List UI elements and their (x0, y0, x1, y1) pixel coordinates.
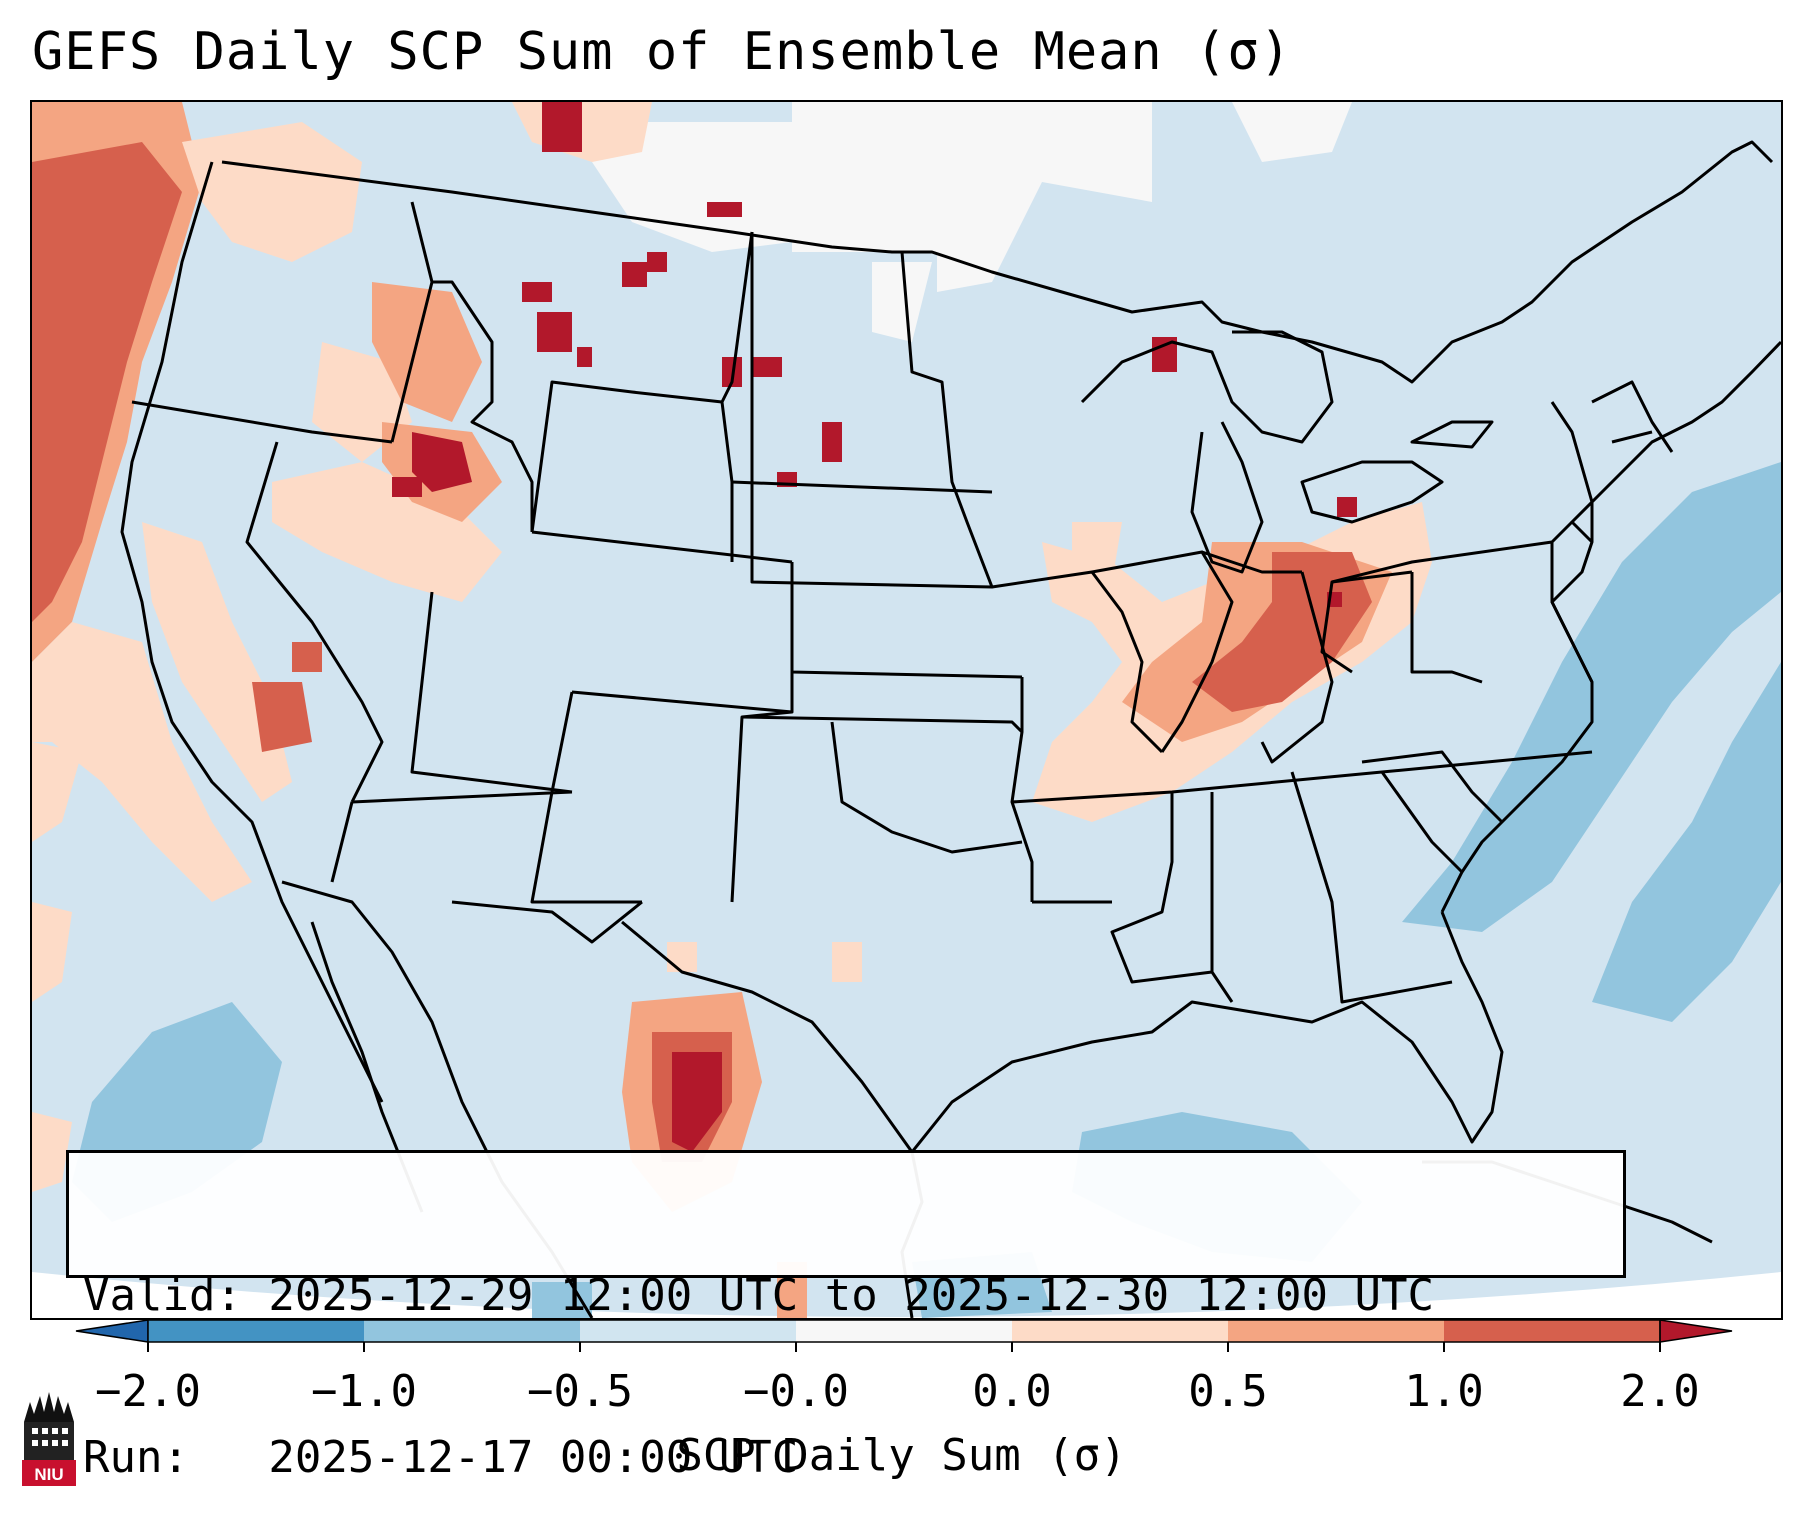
west-coast (120, 161, 384, 1103)
colorbar-over-extension (1659, 1319, 1733, 1343)
colorbar-bin (1228, 1320, 1444, 1342)
map-panel[interactable] (30, 100, 1783, 1320)
valid-time-text: Valid: 2025-12-29 12:00 UTC to 2025-12-3… (83, 1270, 1435, 1321)
boundaries (120, 140, 1781, 1318)
valid-run-box: Valid: 2025-12-29 12:00 UTC to 2025-12-3… (66, 1150, 1626, 1483)
map-canvas (32, 102, 1781, 1318)
run-time-text: Run: 2025-12-17 00:00 UTC (83, 1432, 799, 1483)
colorbar-bin (364, 1320, 580, 1342)
colorbar-label: SCP Daily Sum (σ) (676, 1430, 1127, 1481)
colorbar-frame (147, 1319, 1661, 1343)
colorbar-tick-label: 2.0 (1620, 1366, 1700, 1417)
colorbar-bin (1444, 1320, 1660, 1342)
niu-logo-text: NIU (34, 1465, 63, 1484)
colorbar-tick-label: −1.0 (311, 1366, 417, 1417)
projection-edge (32, 1272, 1781, 1318)
colorbar-tick-label: 0.5 (1188, 1366, 1268, 1417)
gulf-coast-us (910, 911, 1504, 1153)
colorbar (75, 1319, 1733, 1352)
colorbar-bin (796, 1320, 1012, 1342)
colorbar-tick-label: −2.0 (95, 1366, 201, 1417)
colorbar-tick-label: −0.5 (527, 1366, 633, 1417)
east-coast (1440, 340, 1781, 913)
colorbar-tick-label: 1.0 (1404, 1366, 1484, 1417)
colorbar-bin (1012, 1320, 1228, 1342)
northwest-anomaly (182, 102, 842, 752)
colorbar-bin (148, 1320, 364, 1342)
colorbar-tick-label: −0.0 (743, 1366, 849, 1417)
colorbar-tick-label: 0.0 (972, 1366, 1052, 1417)
colorbar-bin (580, 1320, 796, 1342)
west-coast-anomaly (32, 102, 292, 1192)
niu-logo: NIU (20, 1392, 78, 1488)
colorbar-under-extension (75, 1319, 149, 1343)
great-lakes (1080, 330, 1494, 574)
map-title: GEFS Daily SCP Sum of Ensemble Mean (σ) (32, 22, 1292, 82)
